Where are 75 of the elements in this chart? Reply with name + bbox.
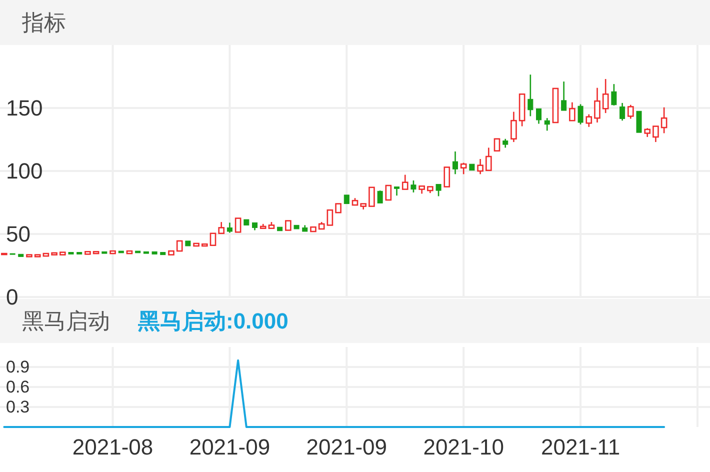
candlestick: [494, 138, 500, 152]
candlestick: [569, 102, 576, 122]
x-tick-label: 2021-08: [72, 434, 154, 460]
candlestick: [636, 110, 642, 133]
candlestick: [110, 250, 116, 254]
candlestick: [335, 203, 342, 214]
candlestick: [394, 186, 400, 196]
candlestick: [368, 186, 375, 207]
text: 黑马启动:0.000: [137, 308, 288, 334]
y-tick-label: 150: [6, 96, 43, 120]
candlestick: [193, 242, 200, 247]
candlestick: [168, 250, 174, 256]
candlestick: [185, 240, 191, 246]
candlestick: [360, 203, 367, 210]
candlestick: [427, 186, 434, 194]
candlestick: [252, 222, 258, 231]
candlestick: [385, 184, 392, 201]
candlestick: [485, 147, 492, 172]
candlestick: [326, 209, 334, 226]
candlestick: [210, 232, 216, 246]
candlestick: [260, 223, 266, 229]
candlestick: [277, 226, 283, 232]
candlestick: [620, 102, 626, 122]
candlestick: [51, 252, 58, 256]
candlestick: [294, 224, 300, 230]
y-tick-label: 100: [6, 158, 43, 184]
y-tick-label: 0: [6, 284, 18, 310]
candlestick: [1, 252, 8, 256]
candlestick: [244, 219, 250, 226]
chart-title: 指标: [21, 10, 66, 35]
candlestick: [469, 164, 475, 171]
x-tick-label: 2021-11: [540, 434, 620, 460]
candlestick: [126, 250, 133, 254]
candlestick: [510, 111, 517, 143]
candlestick: [502, 138, 508, 148]
candlestick: [18, 254, 24, 257]
candlestick: [402, 174, 408, 190]
candlestick: [102, 251, 108, 254]
candlestick: [452, 150, 458, 175]
y-tick-label: 0.6: [6, 378, 30, 396]
candlestick: [34, 254, 41, 258]
chart-title: 黑马启动: [22, 308, 110, 334]
candlestick: [536, 108, 542, 124]
candlestick: [118, 250, 124, 254]
candlestick: [285, 220, 292, 231]
x-tick-label: 2021-09: [306, 434, 388, 460]
candlestick: [59, 252, 66, 256]
candlestick: [42, 252, 50, 257]
x-tick-label: 2021-09: [189, 434, 270, 460]
candlestick: [544, 117, 550, 132]
candlestick: [310, 226, 316, 232]
candlestick: [234, 218, 242, 233]
candlestick: [477, 158, 484, 175]
y-tick-label: 0.9: [6, 358, 30, 376]
candlestick: [444, 166, 450, 188]
y-tick-label: 50: [6, 222, 30, 246]
candlestick: [652, 126, 659, 143]
candlestick: [201, 243, 208, 247]
candlestick: [561, 80, 567, 111]
candlestick: [143, 251, 149, 254]
candlestick: [26, 254, 32, 258]
candlestick: [594, 87, 600, 124]
candlestick: [344, 194, 350, 204]
candlestick: [218, 221, 225, 234]
candlestick: [302, 224, 308, 232]
candlestick: [135, 250, 141, 254]
x-tick-label: 2021-10: [423, 434, 504, 460]
candlestick: [92, 250, 100, 254]
candlestick: [152, 251, 158, 254]
candlestick: [160, 252, 166, 256]
candlestick: [418, 185, 425, 194]
candlestick: [176, 240, 183, 252]
candlestick: [552, 88, 559, 124]
candlestick: [84, 250, 91, 255]
y-tick-label: 0.3: [6, 398, 30, 416]
